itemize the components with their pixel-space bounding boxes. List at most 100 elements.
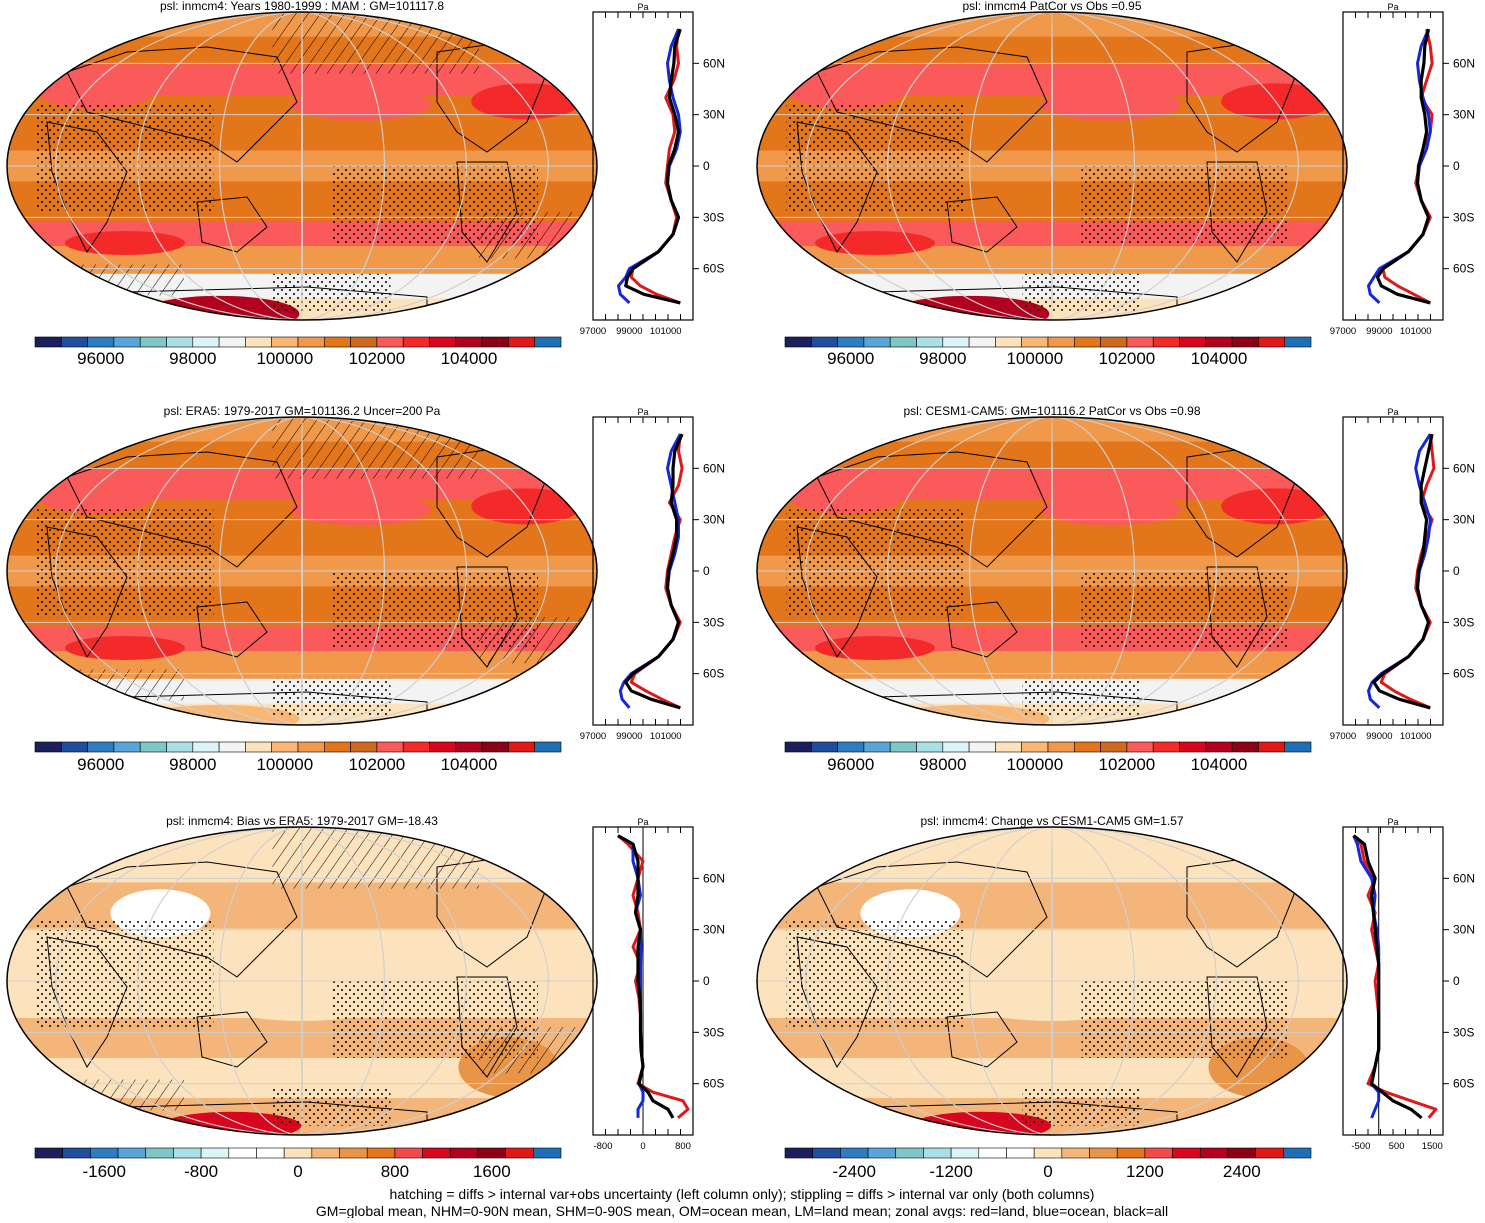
colorbar-swatch (34, 1147, 63, 1159)
map-area (7, 827, 597, 1135)
map-outline (6, 416, 598, 726)
colorbar-swatch (402, 741, 430, 753)
colorbar-label: 98000 (169, 755, 216, 774)
zonal-lat-label: 60N (703, 871, 725, 885)
colorbar-swatch (422, 1147, 451, 1159)
colorbar-swatch (218, 336, 246, 348)
colorbar-swatch (113, 741, 141, 753)
map-area (7, 417, 597, 725)
colorbar-swatch (218, 741, 246, 753)
stippling (1022, 1088, 1141, 1126)
colorbar-swatch (455, 741, 483, 753)
colorbar-swatch (1006, 1147, 1035, 1159)
graticule-lon (805, 12, 1299, 320)
colorbar-swatch (533, 1147, 562, 1159)
zonal-lat-label: 60N (1453, 56, 1475, 70)
colorbar-swatch (481, 336, 509, 348)
zonal-all-series (617, 834, 675, 1119)
zonal-panel: Pa 60N 30N 0 30S 60S 97000 99000 101000 (1330, 2, 1475, 337)
colorbar-swatch (1283, 1147, 1312, 1159)
map-area (757, 12, 1347, 320)
colorbar-swatch (376, 741, 404, 753)
hatching (272, 827, 479, 889)
colorbar-swatch (1199, 1147, 1229, 1159)
colorbar-label: 100000 (1006, 349, 1063, 368)
graticule-lon (887, 827, 1217, 1135)
coastline (946, 1011, 1018, 1068)
colorbar: -2400 -1200 0 1200 2400 (784, 1147, 1312, 1181)
colorbar-label: 800 (381, 1162, 409, 1181)
colorbar: 96000 98000 100000 102000 104000 (34, 741, 562, 774)
colorbar-label: 100000 (256, 755, 313, 774)
colorbar: 96000 98000 100000 102000 104000 (784, 741, 1312, 774)
colorbar-swatch (60, 336, 88, 348)
stippling (786, 919, 964, 1028)
graticule-lon (55, 827, 549, 1135)
colorbar-swatch (863, 741, 891, 753)
colorbar-swatch (508, 336, 535, 348)
graticule-lon (969, 827, 1135, 1135)
colorbar-swatch (1231, 741, 1259, 753)
stippling (786, 104, 964, 213)
footer-line2: GM=global mean, NHM=0-90N mean, SHM=0-90… (316, 1203, 1168, 1218)
zonal-x-label: 97000 (1330, 731, 1356, 742)
graticule-lon (137, 12, 467, 320)
zonal-lat-label: 0 (703, 159, 710, 173)
colorbar-swatch (837, 336, 865, 348)
colorbar-swatch (1284, 336, 1312, 348)
zonal-x-label: 97000 (580, 731, 606, 742)
colorbar-swatch (1047, 741, 1075, 753)
hatching (272, 417, 479, 479)
colorbar-swatch (1089, 1147, 1118, 1159)
graticule-lon (805, 827, 1299, 1135)
zonal-lat-label: 30S (1453, 615, 1474, 629)
zonal-panel: Pa 60N 30N 0 30S 60S -500 500 1500 (1342, 817, 1475, 1152)
colorbar-label: 98000 (919, 755, 966, 774)
zonal-x-label: -500 (1351, 1141, 1370, 1152)
coastline (196, 601, 268, 658)
zonal-lat-label: 60S (1453, 262, 1474, 276)
panel-4: psl: CESM1-CAM5: GM=101116.2 PatCor vs O… (756, 404, 1475, 774)
zonal-land-series (617, 834, 690, 1120)
colorbar-swatch (477, 1147, 506, 1159)
colorbar-swatch (139, 741, 167, 753)
zonal-all-series (624, 433, 684, 710)
colorbar-label: 0 (1043, 1162, 1052, 1181)
colorbar-label: 96000 (827, 349, 874, 368)
zonal-lat-label: 30S (703, 210, 724, 224)
colorbar-swatch (449, 1147, 479, 1159)
graticule-lon (219, 827, 385, 1135)
zonal-lat-label: 60N (1453, 871, 1475, 885)
hatching (36, 669, 184, 701)
colorbar: 96000 98000 100000 102000 104000 (784, 336, 1312, 368)
graticule-lon (137, 827, 467, 1135)
colorbar-swatch (429, 336, 457, 348)
panel-title: psl: inmcm4: Change vs CESM1-CAM5 GM=1.5… (920, 814, 1183, 828)
stippling (272, 678, 391, 716)
colorbar-swatch (1255, 1147, 1284, 1159)
high-region (785, 69, 906, 109)
zonal-lat-label: 60N (1453, 461, 1475, 475)
map-outline (6, 11, 598, 321)
zonal-panel: Pa 60N 30N 0 30S 60S 97000 99000 101000 (580, 2, 725, 337)
colorbar-label: 1600 (473, 1162, 511, 1181)
zonal-unit: Pa (1387, 817, 1398, 827)
colorbar-swatch (1172, 1147, 1201, 1159)
zonal-lat-label: 0 (703, 974, 710, 988)
zonal-land-series (629, 28, 681, 305)
colorbar-swatch (192, 741, 220, 753)
zonal-panel: Pa 60N 30N 0 30S 60S 97000 99000 101000 (580, 407, 725, 742)
zonal-lat-label: 30N (1453, 923, 1475, 937)
colorbar-swatch (429, 741, 457, 753)
stippling (1081, 981, 1288, 1058)
colorbar-label: -1600 (82, 1162, 125, 1181)
colorbar-swatch (1179, 741, 1207, 753)
zonal-all-series (1372, 433, 1434, 710)
colorbar-swatch (1021, 741, 1049, 753)
zonal-x-label: 97000 (1330, 326, 1356, 337)
panel-3: psl: ERA5: 1979-2017 GM=101136.2 Uncer=2… (6, 404, 725, 774)
colorbar-label: 98000 (919, 349, 966, 368)
colorbar-swatch (968, 336, 996, 348)
colorbar-swatch (394, 1147, 423, 1159)
colorbar-swatch (968, 741, 996, 753)
